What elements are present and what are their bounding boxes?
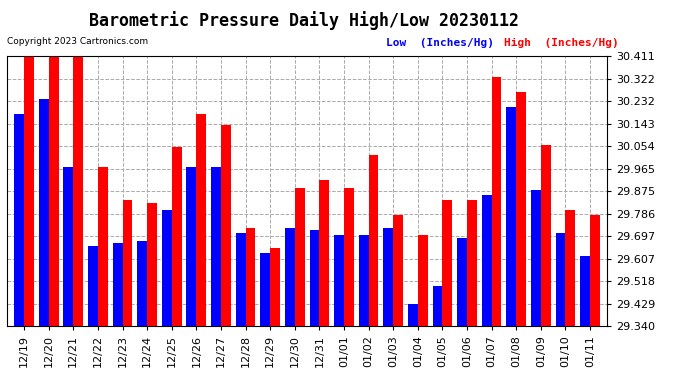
Bar (285, 228, 295, 326)
Bar (197, 114, 206, 326)
Bar (186, 167, 197, 326)
Bar (408, 303, 417, 326)
Bar (236, 233, 246, 326)
Bar (531, 190, 541, 326)
Bar (393, 215, 403, 326)
Bar (98, 167, 108, 326)
Bar (555, 233, 565, 326)
Bar (73, 57, 83, 326)
Bar (39, 99, 49, 326)
Bar (541, 145, 551, 326)
Bar (137, 240, 147, 326)
Bar (221, 124, 230, 326)
Bar (63, 167, 73, 326)
Bar (359, 236, 368, 326)
Bar (310, 231, 319, 326)
Bar (270, 248, 280, 326)
Bar (506, 107, 516, 326)
Bar (162, 210, 172, 326)
Bar (457, 238, 467, 326)
Bar (211, 167, 221, 326)
Bar (442, 200, 452, 326)
Bar (88, 246, 98, 326)
Bar (565, 210, 575, 326)
Bar (580, 256, 590, 326)
Text: Low  (Inches/Hg): Low (Inches/Hg) (386, 38, 495, 48)
Bar (112, 243, 123, 326)
Bar (334, 236, 344, 326)
Bar (467, 200, 477, 326)
Bar (246, 228, 255, 326)
Bar (590, 215, 600, 326)
Bar (384, 228, 393, 326)
Bar (491, 76, 502, 326)
Bar (49, 57, 59, 326)
Bar (260, 253, 270, 326)
Bar (172, 147, 181, 326)
Bar (417, 236, 428, 326)
Text: High  (Inches/Hg): High (Inches/Hg) (504, 38, 618, 48)
Bar (24, 57, 34, 326)
Bar (433, 286, 442, 326)
Bar (319, 180, 329, 326)
Bar (295, 188, 304, 326)
Bar (147, 203, 157, 326)
Bar (123, 200, 132, 326)
Bar (482, 195, 491, 326)
Bar (14, 114, 24, 326)
Bar (368, 155, 378, 326)
Text: Barometric Pressure Daily High/Low 20230112: Barometric Pressure Daily High/Low 20230… (88, 11, 519, 30)
Bar (344, 188, 354, 326)
Bar (516, 92, 526, 326)
Text: Copyright 2023 Cartronics.com: Copyright 2023 Cartronics.com (7, 38, 148, 46)
